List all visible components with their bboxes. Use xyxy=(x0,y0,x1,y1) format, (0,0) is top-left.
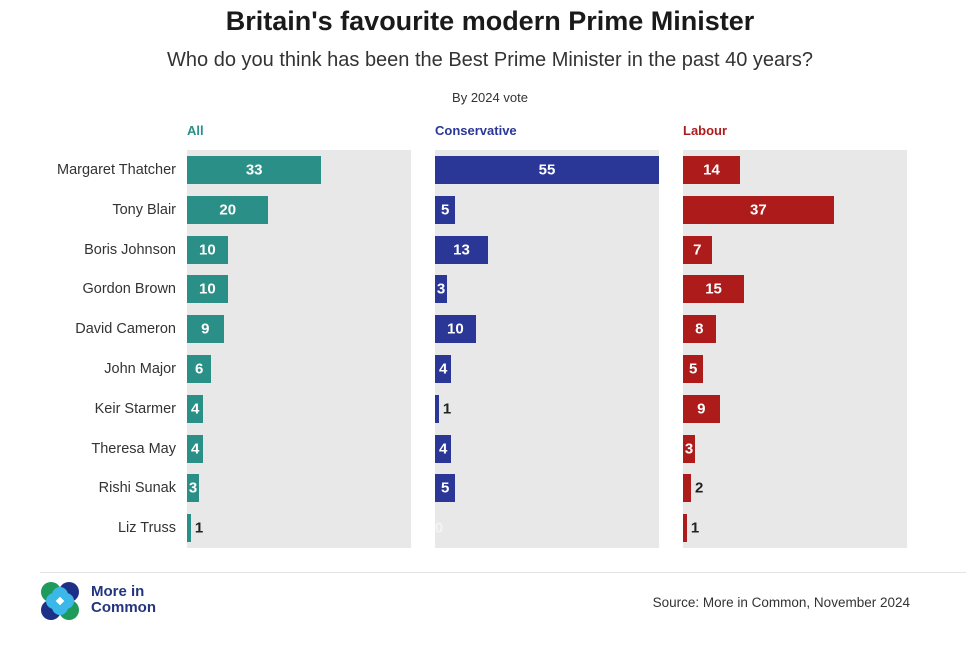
bar xyxy=(435,315,476,344)
bar xyxy=(187,434,204,463)
data-label: 2 xyxy=(694,479,704,497)
data-label: 0 xyxy=(434,519,444,537)
bar xyxy=(683,315,716,344)
bar xyxy=(683,195,834,224)
bar xyxy=(187,156,322,184)
bar xyxy=(435,275,448,304)
panel-title-conservative: Conservative xyxy=(435,123,517,138)
bar xyxy=(187,474,200,503)
data-label: 55 xyxy=(538,161,556,179)
bar xyxy=(683,394,720,423)
logo-text-line2: Common xyxy=(91,599,156,616)
data-label: 4 xyxy=(438,360,448,378)
bar xyxy=(683,275,745,304)
bar xyxy=(187,355,212,383)
bar xyxy=(435,235,488,264)
chart-subtitle: Who do you think has been the Best Prime… xyxy=(167,49,813,71)
panel-title-all: All xyxy=(187,123,204,138)
bar xyxy=(435,355,452,383)
data-label: 20 xyxy=(219,201,237,219)
data-label: 4 xyxy=(190,400,200,418)
data-label: 1 xyxy=(690,519,700,537)
data-label: 15 xyxy=(705,280,722,298)
data-label: 8 xyxy=(695,320,704,338)
data-label: 13 xyxy=(453,241,470,259)
data-label: 10 xyxy=(447,320,464,338)
bar xyxy=(187,275,228,304)
data-label: 7 xyxy=(693,241,702,259)
bar xyxy=(683,355,704,383)
chart-title: Britain's favourite modern Prime Ministe… xyxy=(225,6,755,36)
bar xyxy=(187,235,228,264)
bar xyxy=(683,514,688,543)
category-label: Gordon Brown xyxy=(82,281,177,298)
data-label: 9 xyxy=(697,400,706,418)
panel-background xyxy=(435,150,659,548)
bar xyxy=(187,195,269,224)
bar xyxy=(187,315,224,344)
footer-divider xyxy=(40,572,966,573)
bar xyxy=(683,474,692,503)
data-label: 10 xyxy=(199,241,216,259)
bar xyxy=(435,434,452,463)
source-note: Source: More in Common, November 2024 xyxy=(652,595,910,610)
data-label: 14 xyxy=(703,161,720,179)
bar xyxy=(435,195,456,224)
bar xyxy=(435,474,456,503)
chart-note: By 2024 vote xyxy=(452,90,528,105)
category-label: Margaret Thatcher xyxy=(56,162,176,178)
data-label: 5 xyxy=(441,479,450,497)
data-label: 10 xyxy=(199,280,216,298)
data-label: 4 xyxy=(438,440,448,458)
category-label: Tony Blair xyxy=(112,201,176,218)
logo-text: More in Common xyxy=(91,584,156,616)
category-label: Theresa May xyxy=(91,440,176,457)
data-label: 3 xyxy=(188,479,198,497)
bar xyxy=(435,394,440,423)
data-label: 6 xyxy=(195,360,204,378)
category-label: Rishi Sunak xyxy=(98,480,176,497)
data-label: 1 xyxy=(442,400,452,418)
data-label: 5 xyxy=(441,201,450,219)
bar xyxy=(683,156,741,184)
data-label: 3 xyxy=(684,440,694,458)
category-label: Boris Johnson xyxy=(84,241,176,258)
category-label: John Major xyxy=(104,361,176,377)
category-label: Liz Truss xyxy=(117,520,176,537)
bar xyxy=(683,235,712,264)
panel-title-labour: Labour xyxy=(683,123,728,138)
bar xyxy=(435,156,659,184)
data-label: 33 xyxy=(245,161,263,179)
bar xyxy=(683,434,696,463)
category-label: David Cameron xyxy=(75,321,176,338)
data-label: 3 xyxy=(436,280,446,298)
logo-text-line1: More in xyxy=(91,583,145,600)
bar xyxy=(187,514,192,543)
bar xyxy=(187,394,204,423)
data-label: 37 xyxy=(750,201,767,219)
data-label: 5 xyxy=(689,360,698,378)
more-in-common-logo-icon xyxy=(41,582,79,620)
data-label: 9 xyxy=(201,320,210,338)
data-label: 4 xyxy=(190,440,200,458)
data-label: 1 xyxy=(194,519,204,537)
category-label: Keir Starmer xyxy=(94,400,176,417)
